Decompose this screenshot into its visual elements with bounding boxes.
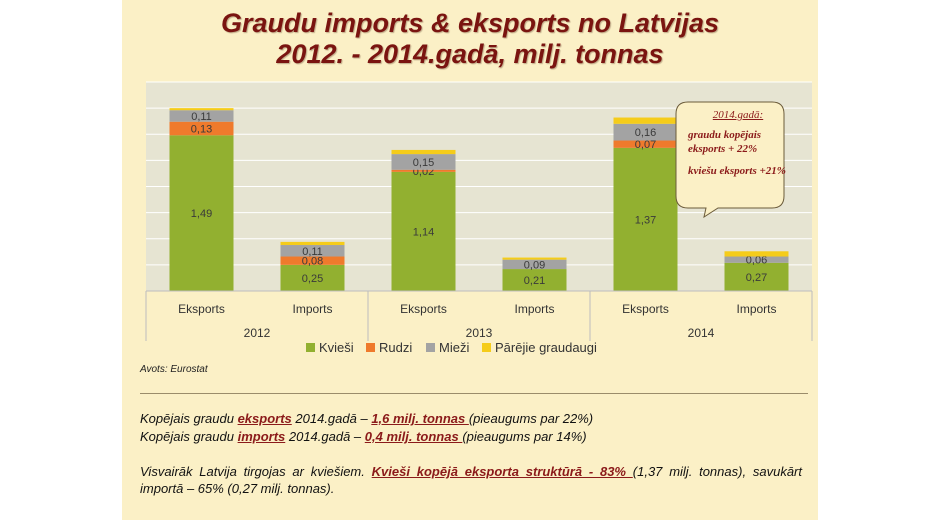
category-label: Imports — [514, 302, 554, 316]
category-label: Eksports — [178, 302, 225, 316]
callout-shape — [675, 101, 785, 218]
bar-segment — [169, 135, 234, 291]
bar-segment — [613, 123, 678, 141]
legend-swatch — [426, 343, 435, 352]
bar-segment — [169, 121, 234, 136]
bar-segment — [502, 269, 567, 291]
t-l1a: Kopējais graudu — [140, 411, 238, 426]
data-label: 1,37 — [635, 214, 656, 226]
bar-segment — [613, 140, 678, 148]
bar-segment — [280, 245, 345, 257]
summary-export: Kopējais graudu eksports 2014.gadā – 1,6… — [140, 410, 802, 427]
data-label: 0,06 — [746, 255, 767, 267]
t-l2d: 0,4 milj. tonnas — [364, 429, 463, 444]
t-l2b: imports — [237, 429, 286, 444]
category-label: Eksports — [622, 302, 669, 316]
data-label: 0,09 — [524, 259, 545, 271]
group-label: 2013 — [466, 326, 493, 340]
group-label: 2014 — [688, 326, 715, 340]
legend-label: Kvieši — [319, 340, 354, 355]
legend-label: Pārējie graudaugi — [495, 340, 597, 355]
bar-segment — [724, 262, 789, 291]
bar-segment — [280, 264, 345, 291]
category-label: Imports — [292, 302, 332, 316]
summary-import: Kopējais graudu imports 2014.gadā – 0,4 … — [140, 428, 802, 445]
bar-segment — [391, 169, 456, 172]
data-label: 0,25 — [302, 273, 323, 285]
t-l1b: eksports — [237, 411, 292, 426]
t-l2a: Kopējais graudu — [140, 429, 238, 444]
t-l2c: 2014.gadā – — [285, 429, 365, 444]
bar-segment — [280, 256, 345, 265]
callout-text: 2014.gadā: graudu kopējais eksports + 22… — [688, 108, 788, 178]
t-l2e: (pieaugums par 14%) — [462, 429, 587, 444]
t-l3a: Visvairāk Latvija tirgojas ar kviešiem. — [140, 464, 372, 479]
slide: Graudu imports & eksports no Latvijas 20… — [122, 0, 818, 520]
source-note: Avots: Eurostat — [140, 364, 208, 375]
group-label: 2012 — [244, 326, 271, 340]
data-label: 0,16 — [635, 127, 656, 139]
t-l1e: (pieaugums par 22%) — [468, 411, 594, 426]
bar-segment — [724, 256, 789, 263]
bar-segment — [169, 108, 234, 111]
divider — [140, 393, 808, 394]
data-label: 0,07 — [635, 139, 656, 151]
data-label: 0,11 — [191, 111, 212, 123]
data-label: 0,08 — [302, 256, 323, 268]
bar-segment — [391, 171, 456, 291]
chart-title: Graudu imports & eksports no Latvijas 20… — [122, 8, 818, 70]
category-label: Eksports — [400, 302, 447, 316]
category-label: Imports — [736, 302, 776, 316]
bar-segment — [724, 251, 789, 257]
callout-bubble — [675, 101, 785, 218]
legend-swatch — [306, 343, 315, 352]
bar-segment — [502, 257, 567, 260]
data-label: 0,27 — [746, 272, 767, 284]
data-label: 0,11 — [302, 246, 323, 258]
bar-segment — [391, 149, 456, 155]
data-label: 0,13 — [191, 124, 212, 136]
callout-line-2: kviešu eksports +21% — [688, 165, 786, 177]
t-l1d: 1,6 milj. tonnas — [371, 411, 469, 426]
t-l3c: (1,37 milj. tonnas), savukārt importā – … — [140, 464, 802, 496]
bar-segment — [502, 259, 567, 270]
legend-label: Mieži — [439, 340, 469, 355]
data-label: 0,21 — [524, 275, 545, 287]
callout-line-1: graudu kopējais eksports + 22% — [688, 129, 762, 155]
summary-wheat: Visvairāk Latvija tirgojas ar kviešiem. … — [140, 463, 802, 497]
bar-segment — [169, 110, 234, 122]
legend-label: Rudzi — [379, 340, 412, 355]
data-label: 1,49 — [191, 208, 212, 220]
title-line-1: Graudu imports & eksports no Latvijas — [220, 8, 720, 38]
data-label: 0,15 — [413, 157, 434, 169]
bar-segment — [613, 147, 678, 291]
bar-segment — [280, 241, 345, 246]
t-l3b: Kvieši kopējā eksporta struktūrā - 83% — [371, 464, 633, 479]
callout-heading: 2014.gadā: — [712, 109, 764, 121]
bar-segment — [391, 154, 456, 170]
t-l1c: 2014.gadā – — [291, 411, 372, 426]
legend-swatch — [366, 343, 375, 352]
title-line-2: 2012. - 2014.gadā, milj. tonnas — [276, 39, 664, 69]
data-label: 1,14 — [413, 226, 434, 238]
bar-segment — [613, 117, 678, 124]
legend-swatch — [482, 343, 491, 352]
